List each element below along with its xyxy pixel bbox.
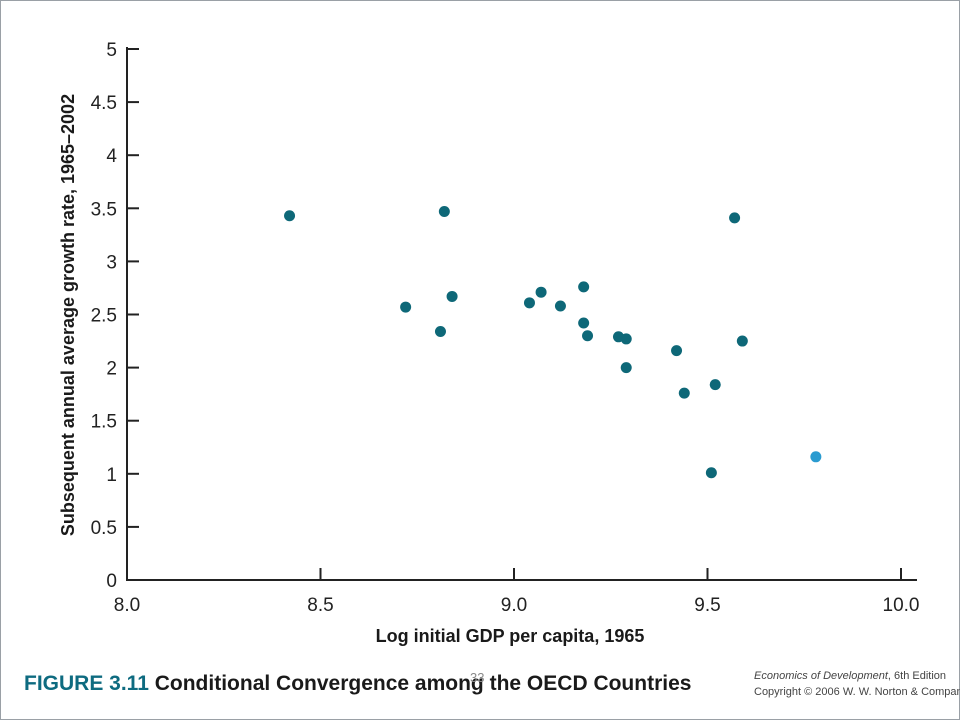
data-point: [620, 333, 632, 345]
data-point: [535, 286, 547, 298]
data-point: [400, 301, 412, 313]
data-point: [705, 467, 717, 479]
data-point: [620, 362, 632, 374]
x-axis: 8.0 8.5 9.0 9.5 10.0: [114, 568, 920, 616]
data-point: [671, 345, 683, 357]
y-tick-label: 4: [106, 146, 117, 167]
figure-caption: FIGURE 3.11 Conditional Convergence amon…: [24, 672, 691, 696]
data-points: [284, 205, 822, 479]
x-tick-label: 10.0: [883, 595, 920, 616]
y-tick-label: 0.5: [91, 518, 117, 539]
figure-number: FIGURE 3.11: [24, 672, 149, 695]
y-tick-label: 2: [106, 359, 117, 380]
y-tick-label: 5: [106, 40, 117, 61]
copyright-line: Copyright © 2006 W. W. Norton & Company: [754, 686, 960, 698]
x-axis-title: Log initial GDP per capita, 1965: [376, 626, 645, 646]
data-point: [434, 325, 446, 337]
data-point: [578, 317, 590, 329]
data-point: [446, 290, 458, 302]
data-point: [523, 297, 535, 309]
y-axis-title: Subsequent annual average growth rate, 1…: [58, 94, 78, 536]
x-tick-label: 9.0: [501, 595, 527, 616]
data-point: [736, 335, 748, 347]
data-point: [438, 205, 450, 217]
data-point: [578, 281, 590, 293]
y-tick-label: 3: [106, 252, 117, 273]
y-tick-label: 1: [106, 465, 117, 486]
data-point: [582, 330, 594, 342]
data-point: [810, 451, 822, 463]
y-tick-label: 2.5: [91, 306, 117, 327]
slide-number: 33: [470, 670, 485, 685]
x-tick-label: 8.0: [114, 595, 140, 616]
x-tick-label: 8.5: [307, 595, 333, 616]
book-title: Economics of Development: [754, 670, 888, 682]
data-point: [709, 379, 721, 391]
scatter-chart: 0 0.5 1 1.5 2 2.5 3 3.5 4 4.5 5 8.0 8.5 9.0 9.5 10.0 S…: [58, 40, 920, 646]
y-axis: 0 0.5 1 1.5 2 2.5 3 3.5 4 4.5 5: [91, 40, 139, 592]
data-point: [729, 212, 741, 224]
data-point: [678, 387, 690, 399]
y-tick-label: 1.5: [91, 412, 117, 433]
x-tick-label: 9.5: [694, 595, 720, 616]
book-edition: , 6th Edition: [887, 670, 946, 682]
y-tick-label: 3.5: [91, 199, 117, 220]
credits: Economics of Development, 6th Edition Co…: [754, 668, 960, 700]
y-tick-label: 0: [106, 571, 117, 592]
book-title-line: Economics of Development, 6th Edition: [754, 668, 960, 684]
data-point: [284, 210, 296, 222]
data-point: [554, 300, 566, 312]
y-tick-label: 4.5: [91, 93, 117, 114]
figure-title: Conditional Convergence among the OECD C…: [154, 672, 692, 695]
